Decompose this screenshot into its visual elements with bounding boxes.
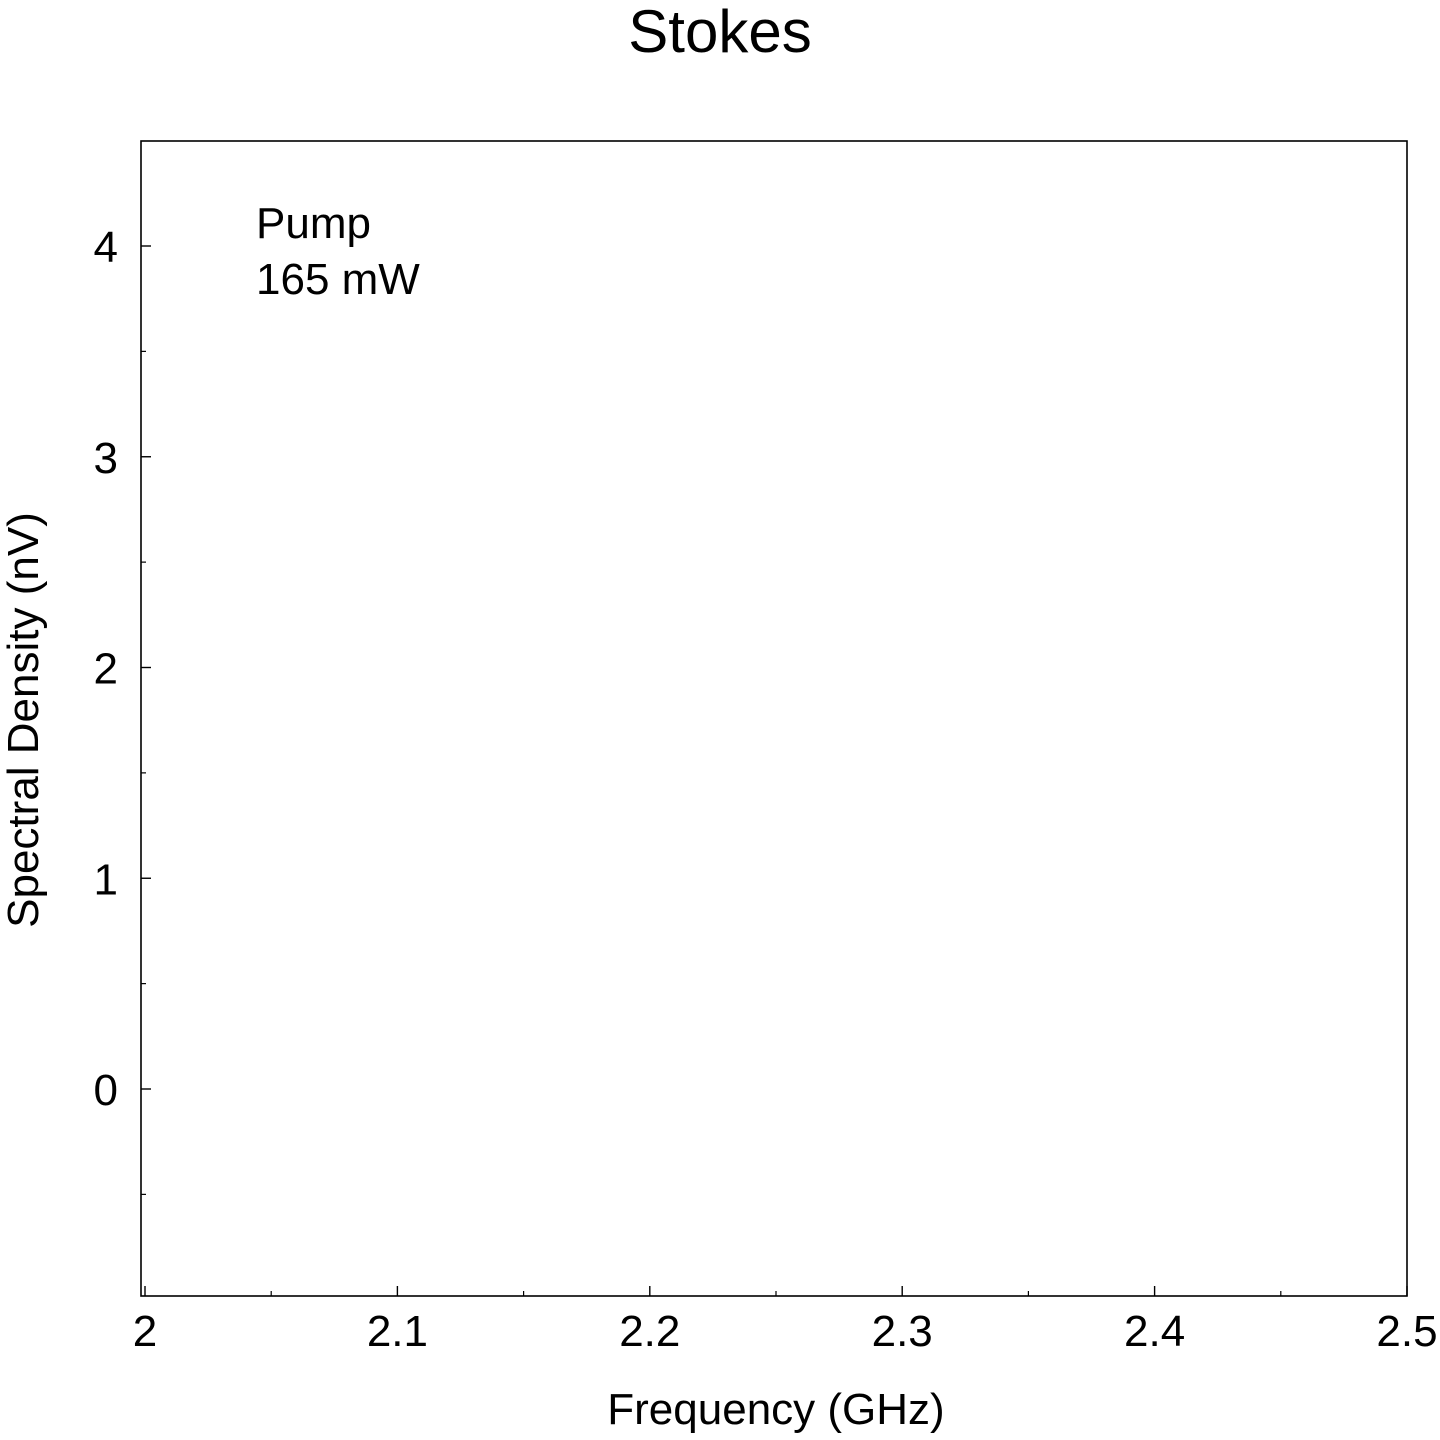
annotation-line-1: Pump: [256, 199, 371, 248]
x-tick-label: 2.1: [367, 1307, 428, 1356]
y-axis-label: Spectral Density (nV): [0, 512, 48, 928]
x-tick-label: 2.2: [619, 1307, 680, 1356]
annotation-line-2: 165 mW: [256, 255, 420, 304]
y-tick-label: 2: [94, 645, 118, 694]
x-tick-label: 2: [133, 1307, 157, 1356]
x-tick-label: 2.4: [1124, 1307, 1185, 1356]
y-tick-label: 1: [94, 855, 118, 904]
y-tick-label: 0: [94, 1066, 118, 1115]
x-axis-label: Frequency (GHz): [607, 1385, 945, 1434]
y-tick-label: 4: [94, 223, 118, 272]
x-tick-label: 2.3: [872, 1307, 933, 1356]
x-tick-label: 2.5: [1376, 1307, 1437, 1356]
plot-frame: [140, 140, 1408, 1297]
chart-title: Stokes: [628, 0, 812, 65]
y-tick-label: 3: [94, 434, 118, 483]
